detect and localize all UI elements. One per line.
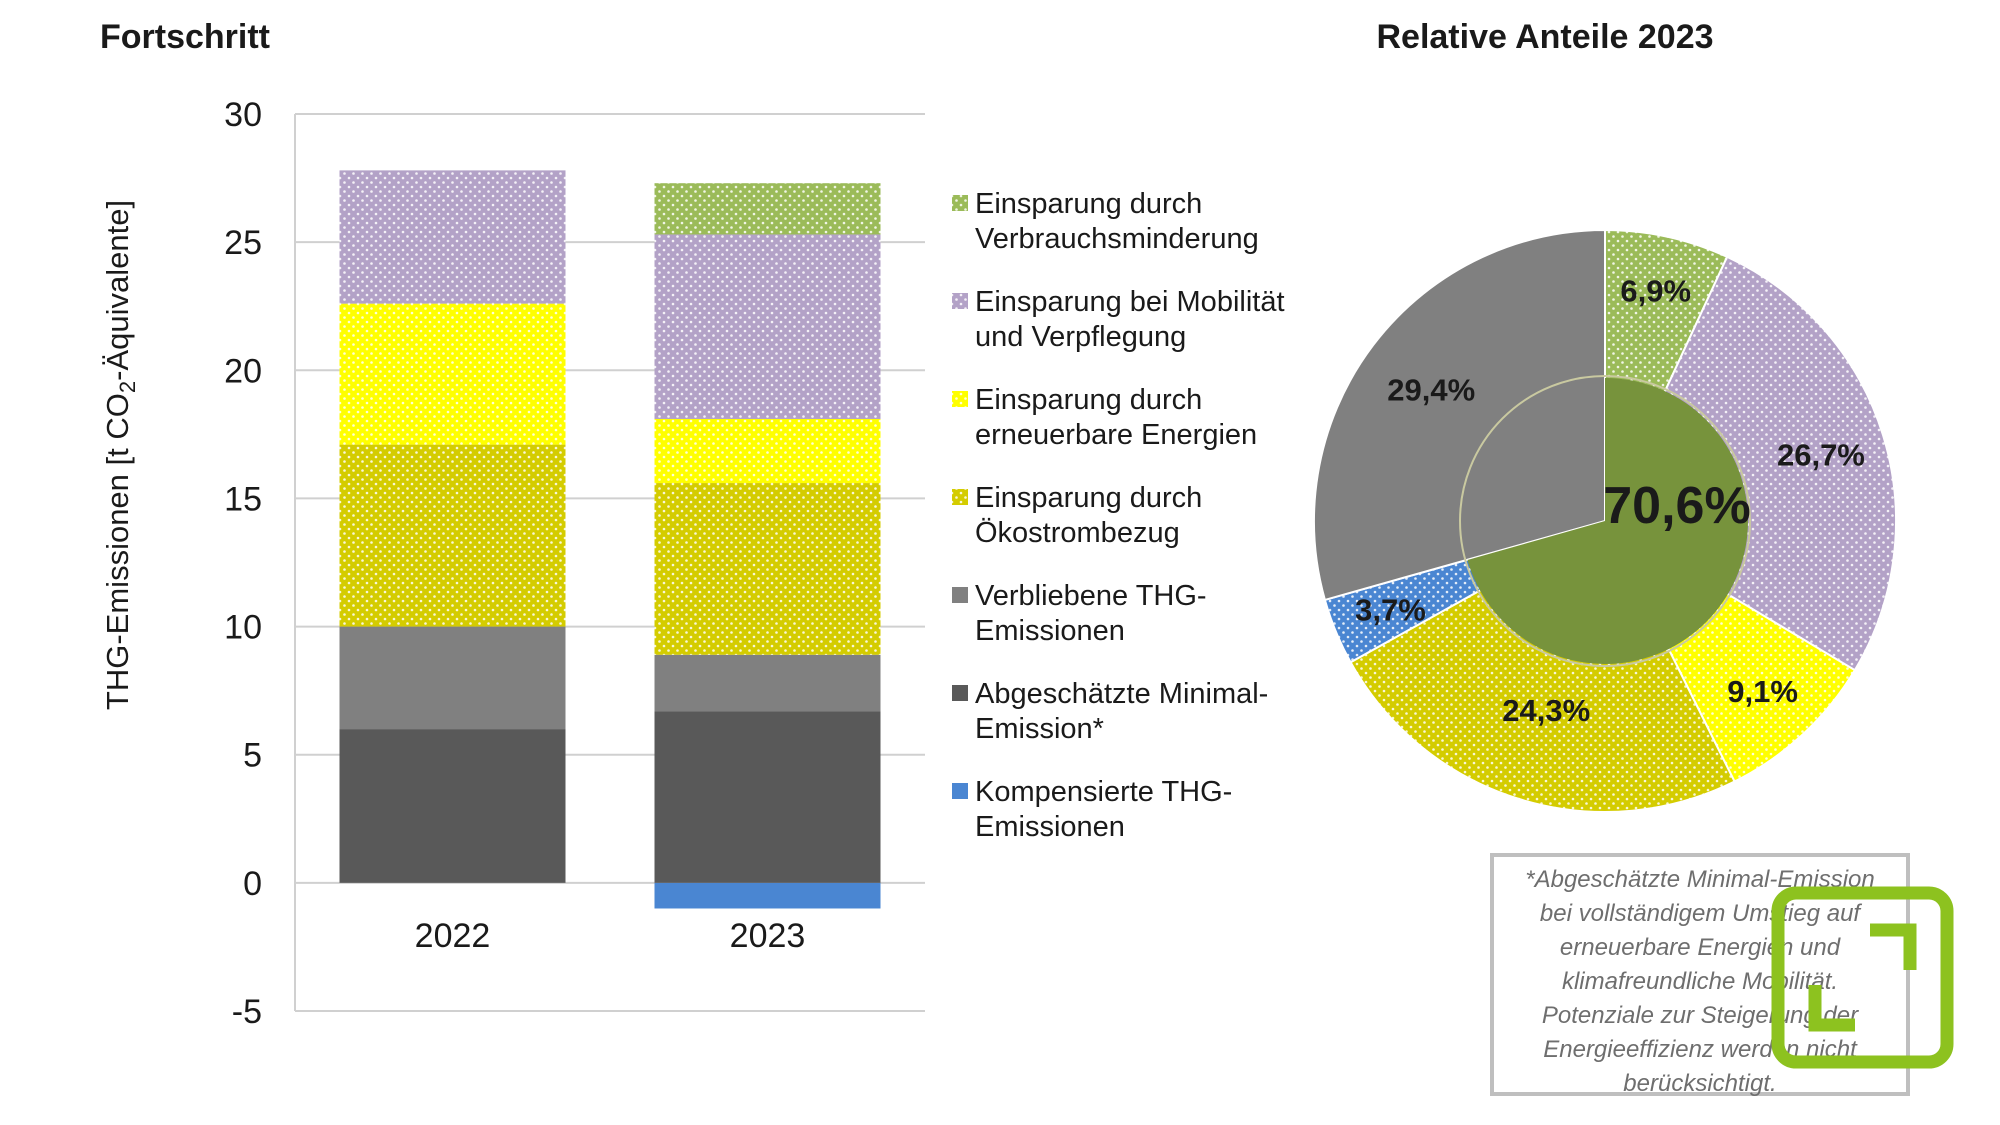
legend-label: Verbrauchsminderung bbox=[975, 223, 1259, 255]
legend-swatch-texture bbox=[952, 489, 968, 505]
right-chart-title: Relative Anteile 2023 bbox=[1376, 18, 1713, 56]
donut-slice-verblieben bbox=[1313, 228, 1606, 602]
donut-slice-label: 9,1% bbox=[1727, 674, 1798, 709]
legend-label: Ökostrombezug bbox=[975, 517, 1180, 549]
legend-label: Kompensierte THG- bbox=[975, 776, 1232, 808]
y-tick-labels: 30 25 20 15 10 5 0 -5 bbox=[224, 96, 262, 1031]
legend-label: Emission* bbox=[975, 713, 1104, 745]
legend-swatch-texture bbox=[952, 293, 968, 309]
legend-label: Einsparung durch bbox=[975, 482, 1202, 514]
left-chart-title: Fortschritt bbox=[100, 18, 270, 56]
legend-label: und Verpflegung bbox=[975, 321, 1186, 353]
stacked-bars bbox=[339, 170, 881, 909]
legend-label: Emissionen bbox=[975, 615, 1125, 647]
bar-segment-kompensiert bbox=[654, 882, 881, 909]
y-tick-label: 0 bbox=[243, 865, 262, 903]
y-tick-label: -5 bbox=[232, 993, 262, 1031]
donut-slice-label: 24,3% bbox=[1502, 693, 1590, 728]
legend-swatch-texture bbox=[952, 195, 968, 211]
x-tick-label: 2023 bbox=[730, 917, 806, 955]
y-tick-label: 5 bbox=[243, 737, 262, 775]
legend-swatch-minimal bbox=[952, 685, 968, 701]
corner-logo-icon bbox=[1771, 886, 1954, 1069]
footnote-line: bei vollständigem Umstieg auf bbox=[1539, 900, 1861, 927]
legend-label: Abgeschätzte Minimal- bbox=[975, 678, 1268, 710]
center-share-wedge bbox=[1467, 378, 1748, 664]
legend-label: Einsparung durch bbox=[975, 188, 1202, 220]
y-tick-label: 30 bbox=[224, 96, 262, 134]
donut-chart: 6,9% 26,7% 9,1% 24,3% 3,7% 29,4% 70,6% bbox=[1313, 228, 1897, 813]
legend-swatch-verblieben bbox=[952, 587, 968, 603]
legend-label: Verbliebene THG- bbox=[975, 580, 1207, 612]
legend-label: erneuerbare Energien bbox=[975, 419, 1257, 451]
bar-segment-minimal bbox=[654, 711, 881, 883]
donut-slice-label: 6,9% bbox=[1620, 274, 1691, 309]
bar-segment-texture bbox=[339, 444, 566, 627]
legend-swatch-texture bbox=[952, 391, 968, 407]
footnote-line: berücksichtigt. bbox=[1623, 1070, 1777, 1097]
donut-slice-texture bbox=[1605, 256, 1896, 671]
y-tick-label: 10 bbox=[224, 609, 262, 647]
legend-swatch-kompensiert bbox=[952, 783, 968, 799]
legend-label: Einsparung bei Mobilität bbox=[975, 286, 1285, 318]
bar-segment-texture bbox=[339, 303, 566, 445]
footnote-line: erneuerbare Energien und bbox=[1559, 934, 1841, 961]
donut-slice-label: 26,7% bbox=[1777, 437, 1865, 472]
x-tick-label: 2022 bbox=[415, 917, 491, 955]
legend-label: Einsparung durch bbox=[975, 384, 1202, 416]
bar-segment-texture bbox=[654, 418, 881, 484]
bar-segment-texture bbox=[654, 234, 881, 419]
legend: Einsparung durchVerbrauchsminderungEinsp… bbox=[952, 188, 1285, 843]
y-tick-label: 25 bbox=[224, 224, 262, 262]
y-tick-label: 15 bbox=[224, 480, 262, 518]
footnote-line: Potenziale zur Steigerung der bbox=[1541, 1002, 1859, 1029]
footnote-line: klimafreundliche Mobilität. bbox=[1561, 968, 1839, 995]
y-axis-label: THG-Emissionen [t CO2-Äquivalente] bbox=[100, 200, 140, 710]
legend-label: Emissionen bbox=[975, 811, 1125, 843]
bar-segment-texture bbox=[339, 170, 566, 304]
donut-inner-ring bbox=[1459, 375, 1751, 667]
bar-segment-texture bbox=[654, 483, 881, 655]
donut-slice-label: 3,7% bbox=[1355, 592, 1426, 627]
bar-segment-minimal bbox=[339, 729, 566, 883]
bar-segment-texture bbox=[654, 183, 881, 235]
donut-slice-label: 29,4% bbox=[1387, 372, 1475, 407]
footnote-box: *Abgeschätzte Minimal-Emission bei volls… bbox=[1490, 853, 1910, 1097]
bar-segment-verblieben bbox=[339, 626, 566, 730]
x-tick-labels: 2022 2023 bbox=[415, 917, 806, 955]
donut-center-label: 70,6% bbox=[1603, 477, 1750, 535]
bar-segment-verblieben bbox=[654, 654, 881, 712]
y-tick-label: 20 bbox=[224, 352, 262, 390]
